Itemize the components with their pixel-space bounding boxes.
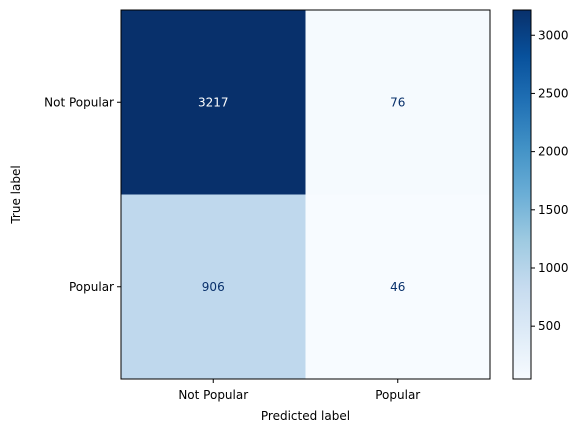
x-tick-label: Popular: [375, 388, 420, 402]
plot-frame: [120, 9, 491, 380]
matrix-cell: [305, 194, 490, 379]
colorbar-tick-label: 3000: [538, 28, 569, 42]
y-tick-label: Not Popular: [44, 95, 114, 109]
matrix-cell: [305, 10, 490, 195]
colorbar: [512, 9, 532, 380]
y-axis-label: True label: [9, 165, 23, 224]
x-axis-label: Predicted label: [261, 409, 350, 423]
colorbar-tick-label: 2000: [538, 145, 569, 159]
colorbar-tick-label: 2500: [538, 86, 569, 100]
cell-value-label: 3217: [198, 95, 229, 109]
y-axis-ticks: Not Popular Popular: [44, 95, 121, 294]
colorbar-tick-label: 500: [538, 319, 561, 333]
colorbar-tick-label: 1000: [538, 261, 569, 275]
cell-value-label: 906: [202, 280, 225, 294]
x-axis-ticks: Not Popular Popular: [178, 379, 420, 402]
cell-value-label: 46: [390, 280, 405, 294]
colorbar-tick-label: 1500: [538, 203, 569, 217]
matrix-cells: [121, 10, 490, 379]
cell-value-label: 76: [390, 95, 405, 109]
matrix-cell-labels: 3217 76 906 46: [198, 95, 405, 294]
x-tick-label: Not Popular: [178, 388, 248, 402]
matrix-cell: [121, 194, 306, 379]
y-tick-label: Popular: [69, 280, 114, 294]
colorbar-ticks: 500 1000 1500 2000 2500 3000: [531, 28, 569, 333]
matrix-cell: [121, 10, 306, 195]
